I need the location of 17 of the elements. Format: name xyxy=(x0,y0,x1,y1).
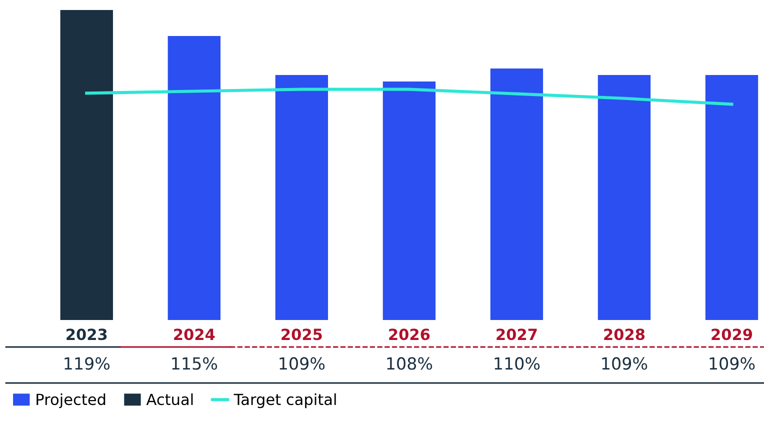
data-label: 119% xyxy=(64,357,110,370)
x-tick-label: 2026 xyxy=(389,328,430,340)
x-tick-label: 2023 xyxy=(66,328,107,340)
data-label: 109% xyxy=(602,357,648,370)
legend-label: Target capital xyxy=(234,393,336,408)
x-tick-label: 2029 xyxy=(712,328,752,340)
x-tick-label: 2025 xyxy=(282,328,322,340)
legend-label: Projected xyxy=(36,393,106,408)
data-label: 109% xyxy=(280,357,325,370)
x-tick-label: 2028 xyxy=(604,328,645,340)
data-label: 115% xyxy=(172,357,218,370)
data-label: 108% xyxy=(387,357,432,370)
data-label: 109% xyxy=(710,357,755,370)
x-tick-label: 2024 xyxy=(174,328,215,340)
legend-label: Actual xyxy=(146,393,193,406)
data-label: 110% xyxy=(494,357,540,370)
x-tick-label: 2027 xyxy=(496,328,537,340)
